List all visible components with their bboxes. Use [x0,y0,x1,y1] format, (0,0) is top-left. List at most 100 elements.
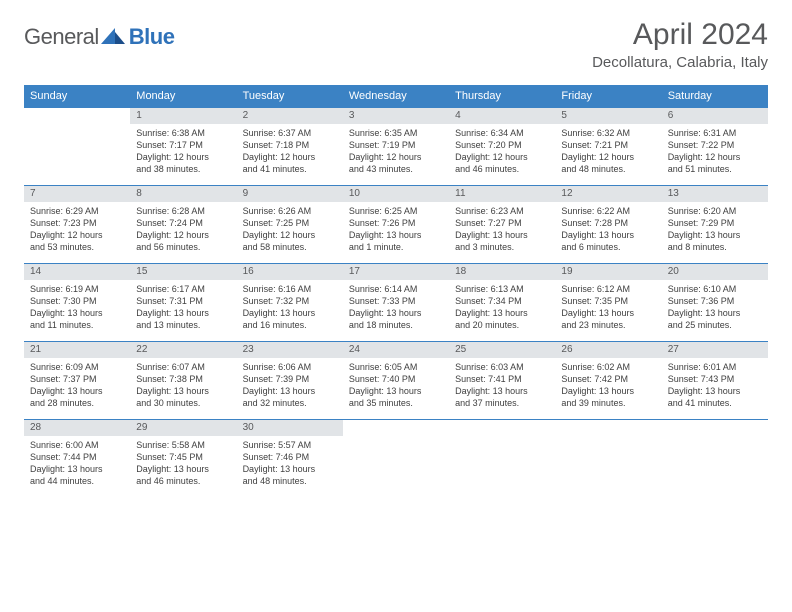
day-number-cell: 3 [343,108,449,124]
sunset-text: Sunset: 7:31 PM [136,295,230,307]
weekday-header: Wednesday [343,85,449,108]
daylight-text: Daylight: 12 hours [136,229,230,241]
day-number-cell [662,420,768,436]
day-number-cell: 15 [130,264,236,280]
sunrise-text: Sunrise: 6:25 AM [349,205,443,217]
sunset-text: Sunset: 7:33 PM [349,295,443,307]
day-content-cell: Sunrise: 6:23 AMSunset: 7:27 PMDaylight:… [449,202,555,264]
day-content-cell: Sunrise: 6:16 AMSunset: 7:32 PMDaylight:… [237,280,343,342]
sunrise-text: Sunrise: 6:19 AM [30,283,124,295]
sunrise-text: Sunrise: 6:29 AM [30,205,124,217]
daylight-text: Daylight: 13 hours [561,307,655,319]
daylight-text: Daylight: 13 hours [243,307,337,319]
daylight-text: and 8 minutes. [668,241,762,253]
day-content-cell: Sunrise: 6:13 AMSunset: 7:34 PMDaylight:… [449,280,555,342]
day-content-cell: Sunrise: 6:00 AMSunset: 7:44 PMDaylight:… [24,436,130,498]
day-content-cell [24,124,130,186]
day-number-cell: 17 [343,264,449,280]
daylight-text: and 38 minutes. [136,163,230,175]
month-title: April 2024 [592,18,768,52]
day-number-cell: 30 [237,420,343,436]
daylight-text: Daylight: 13 hours [668,229,762,241]
daylight-text: Daylight: 13 hours [30,307,124,319]
sunrise-text: Sunrise: 6:07 AM [136,361,230,373]
day-content-cell: Sunrise: 6:29 AMSunset: 7:23 PMDaylight:… [24,202,130,264]
calendar-page: General Blue April 2024 Decollatura, Cal… [0,0,792,516]
logo: General Blue [24,24,174,50]
daylight-text: Daylight: 13 hours [349,307,443,319]
day-number-row: 282930 [24,420,768,436]
day-number-cell: 26 [555,342,661,358]
sunset-text: Sunset: 7:20 PM [455,139,549,151]
day-number-cell: 11 [449,186,555,202]
day-number-cell: 10 [343,186,449,202]
sunrise-text: Sunrise: 6:05 AM [349,361,443,373]
logo-text-1: General [24,24,99,50]
daylight-text: Daylight: 12 hours [243,151,337,163]
daylight-text: and 46 minutes. [136,475,230,487]
daylight-text: and 11 minutes. [30,319,124,331]
sunset-text: Sunset: 7:41 PM [455,373,549,385]
sunset-text: Sunset: 7:27 PM [455,217,549,229]
day-content-cell: Sunrise: 6:01 AMSunset: 7:43 PMDaylight:… [662,358,768,420]
sunrise-text: Sunrise: 6:38 AM [136,127,230,139]
day-number-cell: 6 [662,108,768,124]
day-content-cell: Sunrise: 6:25 AMSunset: 7:26 PMDaylight:… [343,202,449,264]
sunset-text: Sunset: 7:30 PM [30,295,124,307]
weekday-header: Tuesday [237,85,343,108]
sunset-text: Sunset: 7:29 PM [668,217,762,229]
daylight-text: and 30 minutes. [136,397,230,409]
day-number-cell: 25 [449,342,555,358]
sunset-text: Sunset: 7:32 PM [243,295,337,307]
sunrise-text: Sunrise: 5:58 AM [136,439,230,451]
weekday-header: Sunday [24,85,130,108]
day-number-cell [449,420,555,436]
day-content-row: Sunrise: 6:09 AMSunset: 7:37 PMDaylight:… [24,358,768,420]
sunset-text: Sunset: 7:40 PM [349,373,443,385]
daylight-text: Daylight: 13 hours [243,385,337,397]
day-content-cell: Sunrise: 6:14 AMSunset: 7:33 PMDaylight:… [343,280,449,342]
daylight-text: Daylight: 12 hours [561,151,655,163]
calendar-table: Sunday Monday Tuesday Wednesday Thursday… [24,85,768,498]
daylight-text: and 32 minutes. [243,397,337,409]
daylight-text: and 3 minutes. [455,241,549,253]
day-content-cell [555,436,661,498]
sunrise-text: Sunrise: 6:13 AM [455,283,549,295]
day-content-cell: Sunrise: 6:03 AMSunset: 7:41 PMDaylight:… [449,358,555,420]
day-number-cell: 8 [130,186,236,202]
daylight-text: Daylight: 13 hours [561,229,655,241]
daylight-text: Daylight: 13 hours [349,385,443,397]
weekday-header: Saturday [662,85,768,108]
day-content-row: Sunrise: 6:19 AMSunset: 7:30 PMDaylight:… [24,280,768,342]
daylight-text: and 28 minutes. [30,397,124,409]
sunset-text: Sunset: 7:34 PM [455,295,549,307]
day-content-cell: Sunrise: 6:37 AMSunset: 7:18 PMDaylight:… [237,124,343,186]
sunset-text: Sunset: 7:26 PM [349,217,443,229]
day-content-cell: Sunrise: 6:06 AMSunset: 7:39 PMDaylight:… [237,358,343,420]
sunrise-text: Sunrise: 6:17 AM [136,283,230,295]
day-content-cell: Sunrise: 5:58 AMSunset: 7:45 PMDaylight:… [130,436,236,498]
daylight-text: Daylight: 13 hours [136,385,230,397]
sunrise-text: Sunrise: 6:02 AM [561,361,655,373]
day-number-cell: 9 [237,186,343,202]
sunrise-text: Sunrise: 6:22 AM [561,205,655,217]
sunset-text: Sunset: 7:36 PM [668,295,762,307]
daylight-text: and 46 minutes. [455,163,549,175]
daylight-text: Daylight: 13 hours [30,385,124,397]
daylight-text: and 13 minutes. [136,319,230,331]
day-number-cell: 24 [343,342,449,358]
day-content-cell: Sunrise: 6:12 AMSunset: 7:35 PMDaylight:… [555,280,661,342]
sunrise-text: Sunrise: 6:00 AM [30,439,124,451]
day-number-cell: 2 [237,108,343,124]
sunrise-text: Sunrise: 6:12 AM [561,283,655,295]
logo-text-2: Blue [129,24,175,50]
day-number-row: 123456 [24,108,768,124]
daylight-text: and 35 minutes. [349,397,443,409]
sunset-text: Sunset: 7:42 PM [561,373,655,385]
day-content-cell: Sunrise: 6:05 AMSunset: 7:40 PMDaylight:… [343,358,449,420]
day-number-cell [24,108,130,124]
day-number-cell: 16 [237,264,343,280]
daylight-text: Daylight: 13 hours [30,463,124,475]
day-content-cell: Sunrise: 6:19 AMSunset: 7:30 PMDaylight:… [24,280,130,342]
sunset-text: Sunset: 7:22 PM [668,139,762,151]
